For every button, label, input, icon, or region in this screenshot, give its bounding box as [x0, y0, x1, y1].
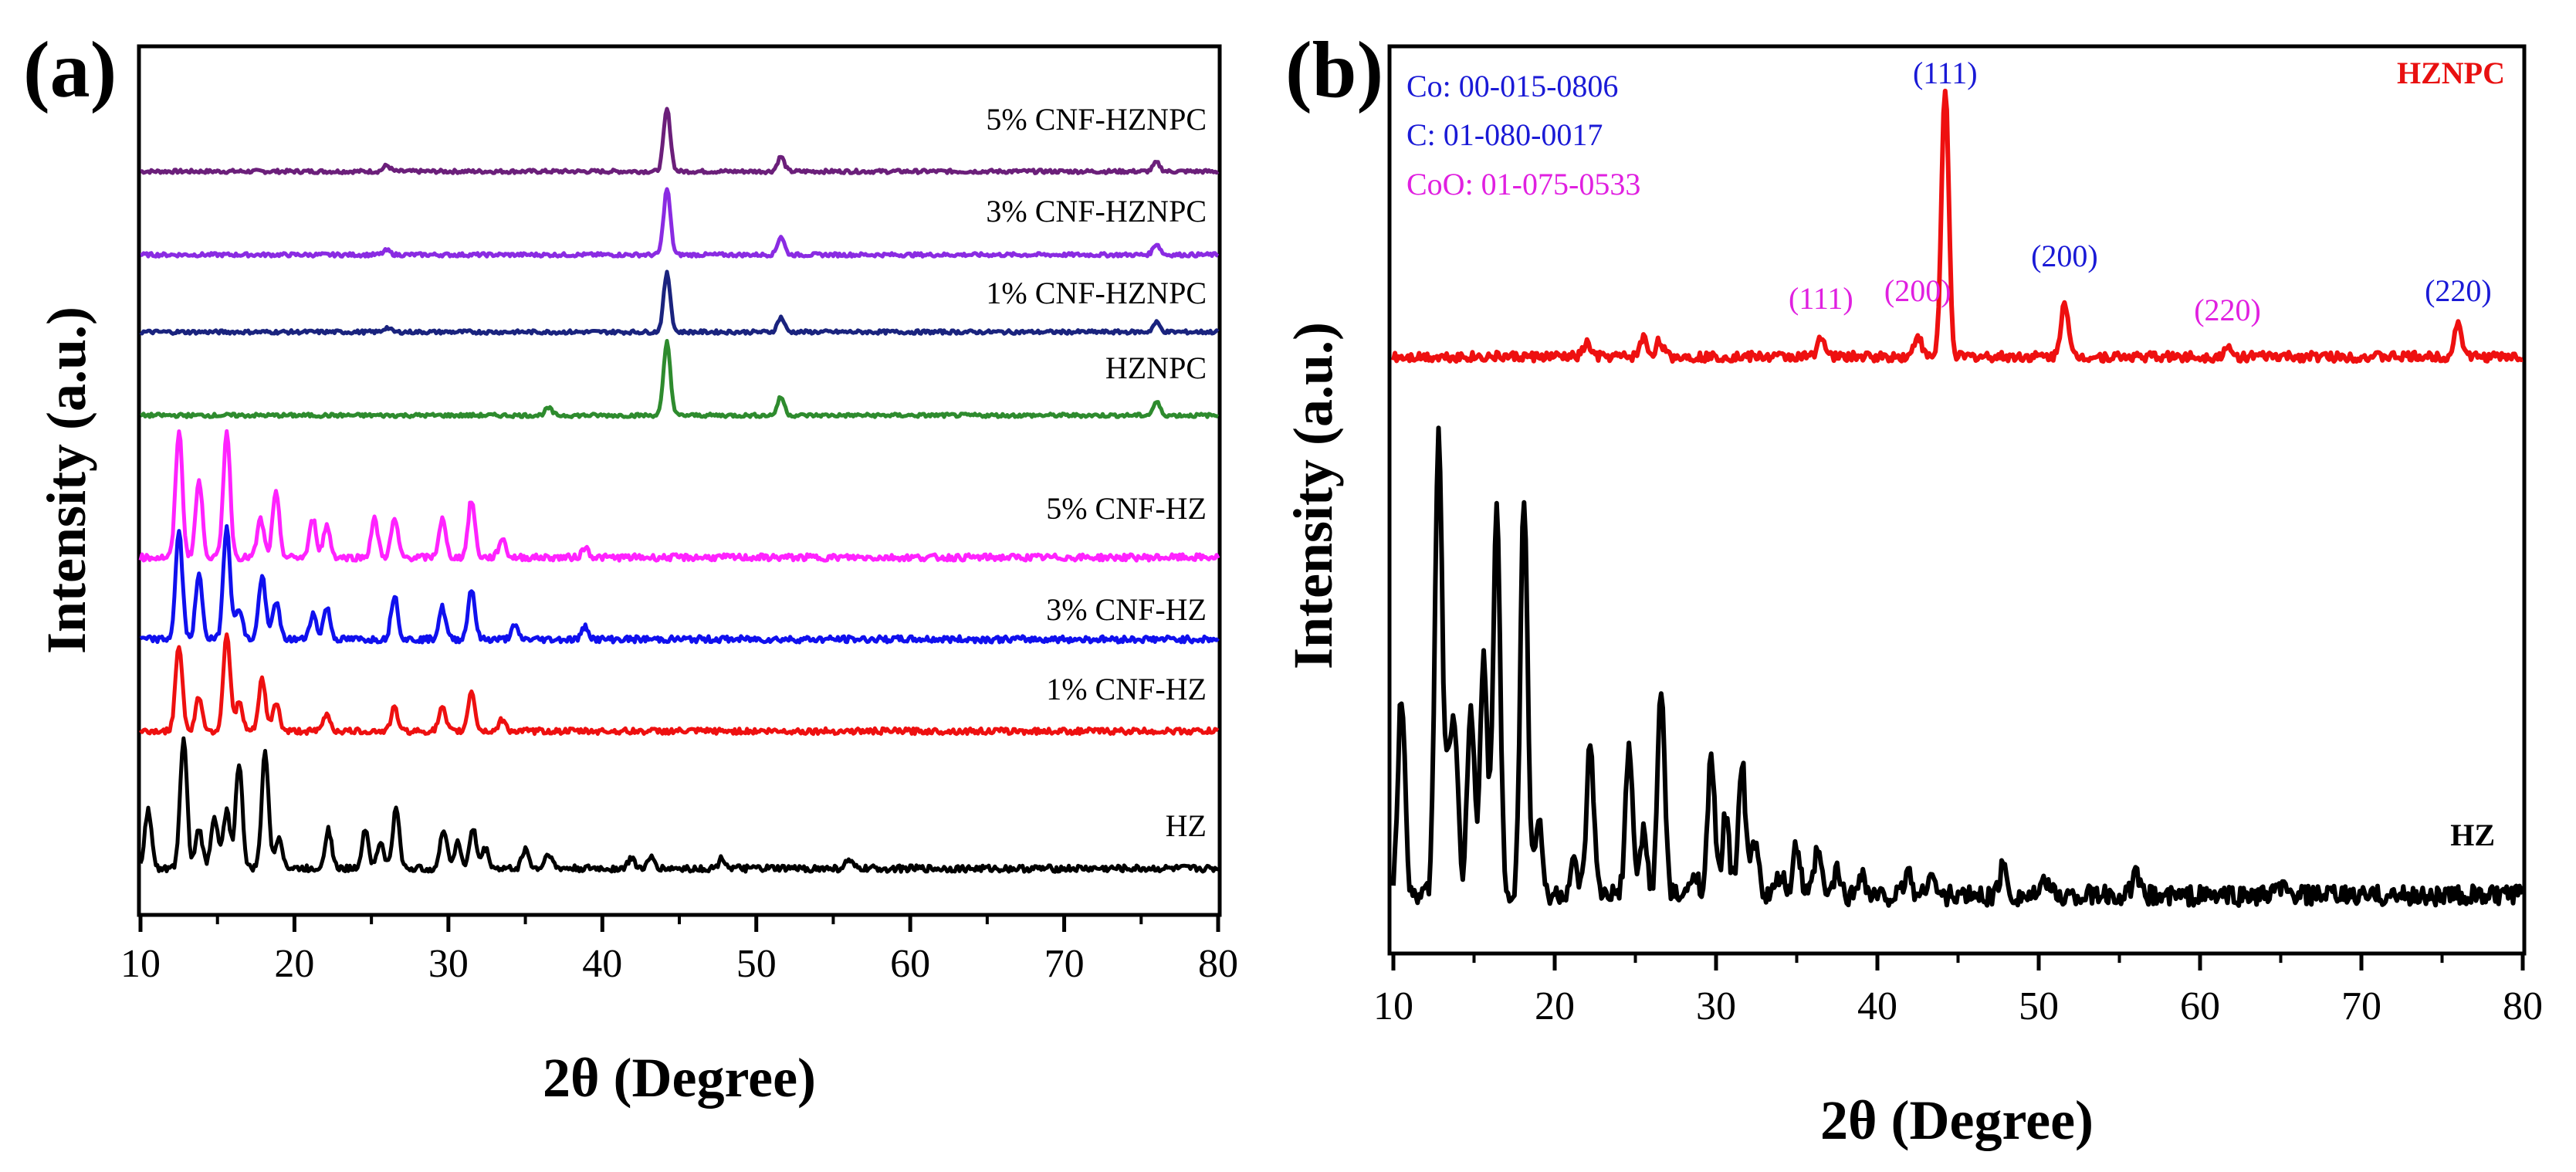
x-tick-label-30: 30 — [1696, 984, 1736, 1028]
panel-b-y-axis-title: Intensity (a.u.) — [1282, 322, 1344, 669]
series-curve-3pct-cnf-hz — [139, 523, 1220, 645]
peak-label-3: (200) — [2031, 239, 2098, 273]
series-label-5pct-cnf-hz: 5% CNF-HZ — [1046, 491, 1207, 526]
series-label-3pct-cnf-hznpc: 3% CNF-HZNPC — [986, 194, 1207, 229]
panel-b: (b) HZNPC HZ 10 20 30 40 50 60 70 80 Co: 00-015-… — [1282, 25, 2543, 1151]
panel-a-y-axis-title: Intensity (a.u.) — [36, 307, 97, 654]
x-tick-label-40: 40 — [582, 942, 622, 986]
peak-label-5: (220) — [2425, 273, 2492, 308]
panel-a-frame — [137, 44, 1222, 917]
reference-co: Co: 00-015-0806 — [1406, 69, 1618, 103]
panel-a-x-axis-title: 2θ (Degree) — [543, 1047, 816, 1109]
x-tick-label-60: 60 — [890, 942, 930, 986]
x-tick-label-80: 80 — [1198, 942, 1238, 986]
panel-a-series-labels: 5% CNF-HZNPC 3% CNF-HZNPC 1% CNF-HZNPC HZNP… — [986, 102, 1207, 843]
x-tick-label-30: 30 — [428, 942, 469, 986]
series-label-3pct-cnf-hz: 3% CNF-HZ — [1046, 592, 1207, 627]
x-tick-label-20: 20 — [1535, 984, 1575, 1028]
x-tick-label-20: 20 — [274, 942, 314, 986]
series-curve-hznpc — [140, 339, 1219, 419]
panel-a-curves — [138, 107, 1220, 874]
series-label-1pct-cnf-hz: 1% CNF-HZ — [1046, 672, 1207, 706]
series-curve-1pct-cnf-hznpc — [139, 269, 1220, 336]
panel-b-x-ticks: 10 20 30 40 50 60 70 80 — [1373, 954, 2543, 1028]
series-label-5pct-cnf-hznpc: 5% CNF-HZNPC — [986, 102, 1207, 137]
x-tick-label-10: 10 — [120, 942, 161, 986]
x-tick-label-50: 50 — [2019, 984, 2059, 1028]
peak-label-4: (220) — [2194, 293, 2261, 327]
x-tick-label-40: 40 — [1857, 984, 1897, 1028]
series-curve-b-hznpc — [1391, 88, 2524, 364]
x-tick-label-50: 50 — [736, 942, 777, 986]
series-curve-5pct-cnf-hznpc — [140, 107, 1220, 175]
peak-label-0: (111) — [1913, 56, 1978, 90]
x-tick-label-80: 80 — [2503, 984, 2543, 1028]
x-tick-label-10: 10 — [1373, 984, 1413, 1028]
panel-a-x-ticks: 10 20 30 40 50 60 70 80 — [120, 915, 1238, 986]
series-label-b-hznpc: HZNPC — [2397, 56, 2505, 90]
x-tick-label-70: 70 — [1044, 942, 1085, 986]
panel-b-x-axis-title: 2θ (Degree) — [1820, 1089, 2094, 1151]
panel-b-curves — [1391, 88, 2525, 908]
series-curve-b-hz — [1391, 425, 2525, 908]
series-label-hznpc: HZNPC — [1105, 351, 1207, 385]
panel-b-label: (b) — [1285, 25, 1383, 114]
x-tick-label-70: 70 — [2341, 984, 2381, 1028]
reference-coo: CoO: 01-075-0533 — [1406, 167, 1640, 202]
series-label-1pct-cnf-hznpc: 1% CNF-HZNPC — [986, 276, 1207, 310]
reference-cards-legend: Co: 00-015-0806 C: 01-080-0017 CoO: 01-0… — [1406, 69, 1640, 202]
series-curve-5pct-cnf-hz — [138, 428, 1220, 563]
panel-b-series-labels: HZNPC HZ — [2397, 56, 2505, 852]
reference-c: C: 01-080-0017 — [1406, 117, 1603, 152]
panel-a: (a) 5% CNF-HZNPC 3% CNF-HZNPC 1% CNF-HZNPC… — [23, 25, 1238, 1109]
series-label-b-hz: HZ — [2450, 818, 2495, 852]
series-curve-hz — [138, 736, 1219, 874]
peak-label-1: (111) — [1789, 281, 1853, 316]
series-curve-1pct-cnf-hz — [138, 632, 1220, 737]
panel-b-peak-labels: (111) (111) (200) (200) (220) (220) — [1789, 56, 2492, 327]
series-label-hz: HZ — [1166, 808, 1207, 843]
x-tick-label-60: 60 — [2180, 984, 2220, 1028]
series-curve-3pct-cnf-hznpc — [140, 187, 1220, 259]
panel-a-label: (a) — [23, 25, 117, 114]
peak-label-2: (200) — [1884, 273, 1951, 308]
